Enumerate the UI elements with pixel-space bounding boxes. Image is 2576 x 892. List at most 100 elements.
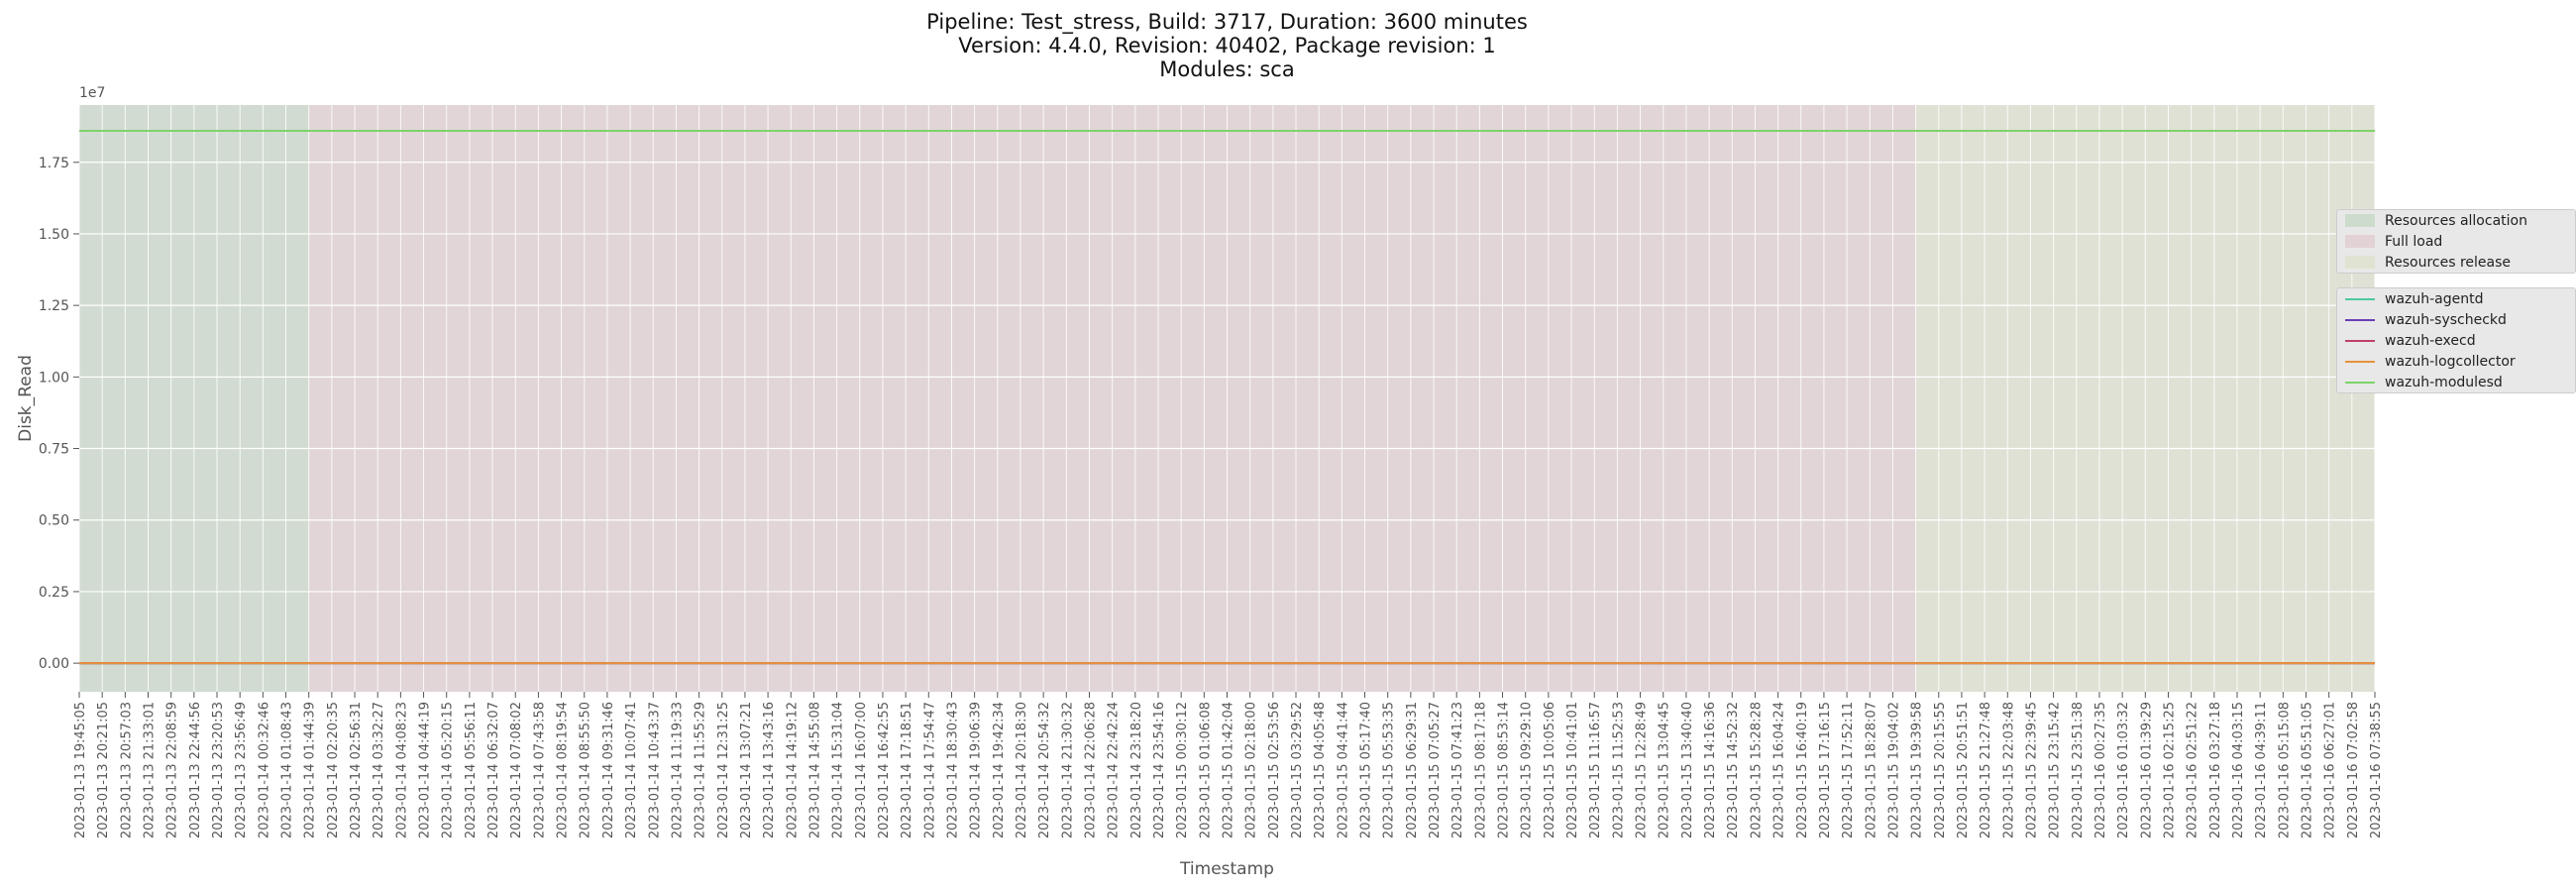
x-tick-label: 2023-01-15 22:03:48: [2001, 702, 2016, 838]
y-tick-label: 0.50: [39, 513, 69, 529]
x-tick-label: 2023-01-15 17:52:11: [1841, 702, 1856, 838]
x-tick-label: 2023-01-14 13:43:16: [762, 702, 777, 838]
legend-swatch-full-load: [2345, 235, 2375, 248]
x-tick-label: 2023-01-14 19:42:34: [992, 702, 1007, 838]
x-tick-label: 2023-01-15 14:16:36: [1703, 702, 1718, 838]
legend-label-wazuh-modulesd: wazuh-modulesd: [2385, 374, 2503, 390]
x-tick-label: 2023-01-15 23:15:42: [2048, 702, 2063, 838]
x-tick-label: 2023-01-14 04:08:23: [394, 702, 409, 838]
x-axis-label: Timestamp: [1179, 859, 1274, 879]
legend-swatch-wazuh-syscheckd: [2345, 318, 2375, 321]
x-tick-label: 2023-01-13 23:56:49: [234, 702, 249, 838]
x-tick-label: 2023-01-15 07:05:27: [1428, 702, 1443, 838]
x-tick-label: 2023-01-13 20:21:05: [96, 702, 111, 838]
x-tick-label: 2023-01-14 19:06:39: [969, 702, 984, 838]
legend-entry-wazuh-modulesd: wazuh-modulesd: [2337, 372, 2575, 392]
y-tick-label: 0.00: [39, 656, 69, 672]
legend-swatch-wazuh-agentd: [2345, 297, 2375, 300]
legend-entry-wazuh-agentd: wazuh-agentd: [2337, 288, 2575, 309]
x-tick-label: 2023-01-14 23:18:20: [1129, 702, 1144, 838]
x-tick-label: 2023-01-15 04:41:44: [1336, 702, 1350, 838]
x-tick-label: 2023-01-14 08:19:54: [556, 702, 571, 838]
x-tick-label: 2023-01-15 15:28:28: [1749, 702, 1764, 838]
legend-swatch-wazuh-logcollector: [2345, 360, 2375, 363]
x-tick-label: 2023-01-13 23:20:53: [211, 702, 226, 838]
legend-label-wazuh-syscheckd: wazuh-syscheckd: [2385, 311, 2507, 328]
x-tick-label: 2023-01-15 16:40:19: [1795, 702, 1810, 838]
legend-swatch-wazuh-modulesd: [2345, 381, 2375, 384]
x-tick-label: 2023-01-15 06:29:31: [1405, 702, 1420, 838]
x-tick-label: 2023-01-14 07:08:02: [509, 702, 524, 838]
x-tick-label: 2023-01-14 06:32:07: [486, 702, 501, 838]
x-tick-label: 2023-01-15 01:06:08: [1198, 702, 1213, 838]
legend-entry-resources-allocation: Resources allocation: [2337, 210, 2575, 231]
x-tick-label: 2023-01-16 05:51:05: [2300, 702, 2314, 838]
x-tick-label: 2023-01-15 03:29:52: [1290, 702, 1305, 838]
y-axis-label: Disk_Read: [16, 355, 36, 442]
phase-legend: Resources allocation Full load Resources…: [2336, 209, 2576, 274]
x-tick-label: 2023-01-15 20:15:55: [1933, 702, 1948, 838]
x-tick-label: 2023-01-15 14:52:32: [1726, 702, 1741, 838]
x-tick-label: 2023-01-14 23:54:16: [1152, 702, 1167, 838]
x-tick-label: 2023-01-16 04:03:15: [2231, 702, 2246, 838]
x-tick-label: 2023-01-15 17:16:15: [1818, 702, 1833, 838]
x-tick-label: 2023-01-15 21:27:48: [1979, 702, 1993, 838]
x-tick-label: 2023-01-14 20:54:32: [1037, 702, 1052, 838]
y-tick-label: 1.75: [39, 156, 69, 171]
x-tick-label: 2023-01-15 18:28:07: [1864, 702, 1878, 838]
x-tick-label: 2023-01-14 14:19:12: [785, 702, 800, 838]
x-tick-label: 2023-01-14 16:07:00: [854, 702, 869, 838]
x-tick-label: 2023-01-14 13:07:21: [739, 702, 754, 838]
x-tick-label: 2023-01-14 05:56:11: [464, 702, 479, 838]
legend-label-resources-allocation: Resources allocation: [2385, 212, 2527, 229]
x-tick-label: 2023-01-14 10:07:41: [624, 702, 639, 838]
x-tick-label: 2023-01-14 11:19:33: [670, 702, 685, 838]
x-tick-label: 2023-01-15 08:53:14: [1497, 702, 1512, 838]
x-tick-label: 2023-01-14 12:31:25: [716, 702, 731, 838]
x-tick-label: 2023-01-14 15:31:04: [831, 702, 846, 838]
legend-label-wazuh-execd: wazuh-execd: [2385, 332, 2476, 349]
x-tick-label: 2023-01-16 00:27:35: [2093, 702, 2108, 838]
x-tick-label: 2023-01-16 01:39:29: [2139, 702, 2154, 838]
x-tick-label: 2023-01-16 02:15:25: [2162, 702, 2177, 838]
x-tick-label: 2023-01-14 01:44:39: [303, 702, 318, 838]
x-tick-label: 2023-01-14 22:06:28: [1083, 702, 1098, 838]
x-tick-label: 2023-01-14 09:31:46: [601, 702, 616, 838]
x-tick-label: 2023-01-15 16:04:24: [1772, 702, 1787, 838]
x-tick-label: 2023-01-15 12:28:49: [1635, 702, 1650, 838]
x-tick-label: 2023-01-15 00:30:12: [1175, 702, 1190, 838]
chart-title: Pipeline: Test_stress, Build: 3717, Dura…: [79, 10, 2375, 81]
legend-entry-wazuh-syscheckd: wazuh-syscheckd: [2337, 309, 2575, 330]
x-tick-label: 2023-01-15 05:17:40: [1359, 702, 1374, 838]
legend-swatch-wazuh-execd: [2345, 339, 2375, 342]
x-tick-label: 2023-01-14 20:18:30: [1015, 702, 1029, 838]
x-tick-label: 2023-01-15 13:04:45: [1658, 702, 1672, 838]
x-tick-label: 2023-01-14 03:32:27: [372, 702, 386, 838]
x-tick-label: 2023-01-14 14:55:08: [807, 702, 822, 838]
x-tick-label: 2023-01-15 10:41:01: [1565, 702, 1580, 838]
x-tick-label: 2023-01-15 08:17:18: [1473, 702, 1488, 838]
y-tick-label: 0.25: [39, 585, 69, 601]
y-offset-label: 1e7: [79, 85, 105, 101]
x-tick-label: 2023-01-14 07:43:58: [532, 702, 547, 838]
legend-swatch-resources-release: [2345, 256, 2375, 269]
x-tick-label: 2023-01-13 19:45:05: [73, 702, 88, 838]
legend-label-wazuh-agentd: wazuh-agentd: [2385, 290, 2484, 307]
x-tick-label: 2023-01-15 01:42:04: [1222, 702, 1236, 838]
x-tick-label: 2023-01-16 01:03:32: [2116, 702, 2131, 838]
x-tick-label: 2023-01-15 05:53:35: [1382, 702, 1397, 838]
x-tick-label: 2023-01-14 11:55:29: [694, 702, 708, 838]
legend-entry-wazuh-execd: wazuh-execd: [2337, 330, 2575, 351]
y-tick-label: 1.25: [39, 298, 69, 314]
x-tick-label: 2023-01-15 19:04:02: [1886, 702, 1901, 838]
x-tick-label: 2023-01-14 02:20:35: [326, 702, 341, 838]
x-tick-label: 2023-01-14 05:20:15: [441, 702, 456, 838]
x-tick-label: 2023-01-13 21:33:01: [143, 702, 158, 838]
x-tick-label: 2023-01-16 07:38:55: [2369, 702, 2384, 838]
x-tick-label: 2023-01-14 21:30:32: [1060, 702, 1075, 838]
y-tick-label: 1.00: [39, 370, 69, 386]
x-tick-label: 2023-01-15 09:29:10: [1520, 702, 1535, 838]
x-tick-label: 2023-01-13 22:08:59: [165, 702, 180, 838]
x-tick-label: 2023-01-16 06:27:01: [2323, 702, 2338, 838]
